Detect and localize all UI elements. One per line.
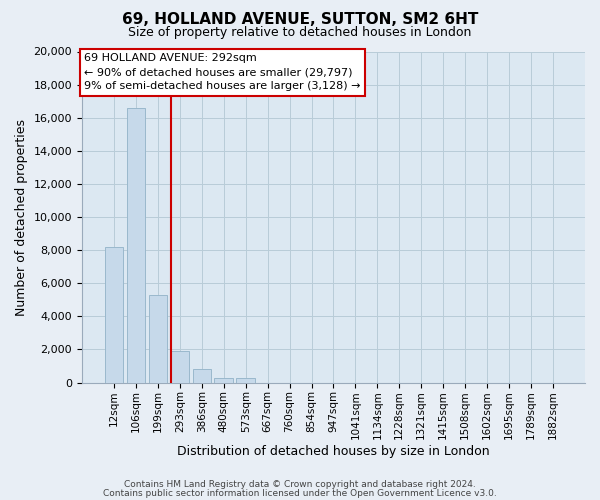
Text: 69, HOLLAND AVENUE, SUTTON, SM2 6HT: 69, HOLLAND AVENUE, SUTTON, SM2 6HT <box>122 12 478 28</box>
Text: Contains public sector information licensed under the Open Government Licence v3: Contains public sector information licen… <box>103 488 497 498</box>
Bar <box>236 378 255 382</box>
Y-axis label: Number of detached properties: Number of detached properties <box>15 118 28 316</box>
X-axis label: Distribution of detached houses by size in London: Distribution of detached houses by size … <box>177 444 490 458</box>
Bar <box>105 247 124 382</box>
Text: Size of property relative to detached houses in London: Size of property relative to detached ho… <box>128 26 472 39</box>
Bar <box>193 370 211 382</box>
Bar <box>170 351 189 382</box>
Bar <box>127 108 145 382</box>
Bar <box>149 295 167 382</box>
Bar <box>214 378 233 382</box>
Text: 69 HOLLAND AVENUE: 292sqm
← 90% of detached houses are smaller (29,797)
9% of se: 69 HOLLAND AVENUE: 292sqm ← 90% of detac… <box>85 53 361 91</box>
Text: Contains HM Land Registry data © Crown copyright and database right 2024.: Contains HM Land Registry data © Crown c… <box>124 480 476 489</box>
